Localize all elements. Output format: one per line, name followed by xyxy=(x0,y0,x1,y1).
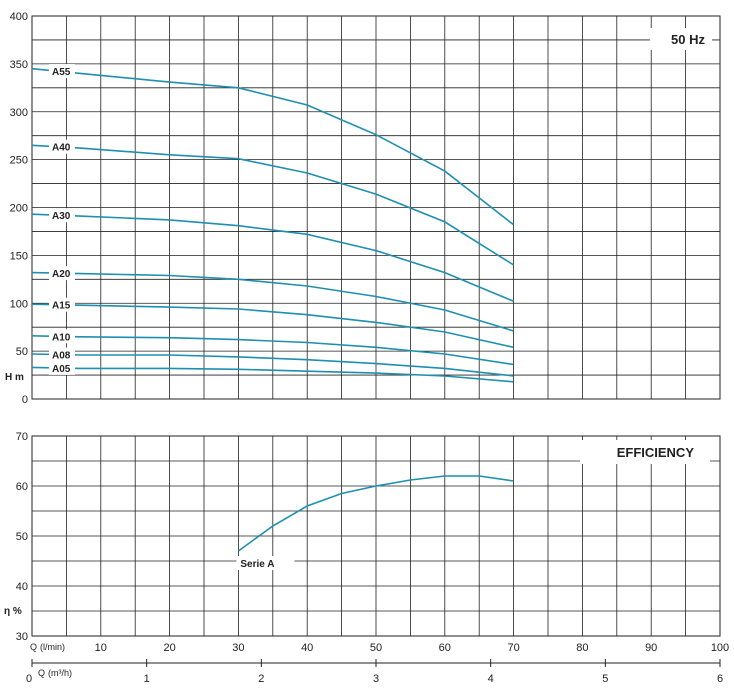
head-title: 50 Hz xyxy=(671,32,705,47)
x-axis-lpm-label: Q xyxy=(30,642,37,652)
series-label-bg xyxy=(49,297,75,312)
efficiency-y-tick-label: 30 xyxy=(16,631,28,643)
efficiency-chart: 30 40 50 60 70 Serie A EFFICIENCY η % xyxy=(2,431,721,643)
head-y-tick-label: 400 xyxy=(10,11,28,23)
efficiency-plot-frame xyxy=(31,435,721,637)
series-label-a05: A05 xyxy=(52,364,71,375)
head-chart: 0 50 100 150 200 250 300 350 400 A55 A40 A30 A20 A15… xyxy=(2,11,721,406)
efficiency-grid xyxy=(32,436,720,636)
x-axis-lpm-tick-label: 50 xyxy=(370,642,382,654)
x-axis-lpm-tick-label: 80 xyxy=(576,642,588,654)
x-axis-m3h-tick-labels: 1 2 3 4 5 6 xyxy=(144,673,723,685)
x-axis-lpm-tick-labels: 10 20 30 40 50 60 70 80 90 100 xyxy=(95,642,730,654)
efficiency-y-tick-label: 70 xyxy=(16,431,28,443)
head-y-tick-label: 100 xyxy=(10,298,28,310)
x-axis-m3h-tick-marks xyxy=(31,659,721,667)
head-y-tick-label: 250 xyxy=(10,155,28,167)
x-axis-lpm-tick-label: 100 xyxy=(711,642,729,654)
series-label-a30: A30 xyxy=(52,211,71,222)
efficiency-ylabel-bg xyxy=(2,600,30,618)
efficiency-y-tick-label: 50 xyxy=(16,531,28,543)
series-label-serie-a: Serie A xyxy=(240,559,274,570)
series-label-a20: A20 xyxy=(52,269,71,280)
efficiency-ylabel: η % xyxy=(4,606,22,617)
head-y-tick-label: 350 xyxy=(10,59,28,71)
series-label-bg xyxy=(49,347,75,362)
head-y-tick-label: 200 xyxy=(10,203,28,215)
head-curve-labels: A55 A40 A30 A20 A15 A10 A08 A05 xyxy=(49,64,75,375)
x-axis-lpm-tick-label: 30 xyxy=(232,642,244,654)
efficiency-title: EFFICIENCY xyxy=(617,445,695,460)
x-axis-m3h-tick-label: 5 xyxy=(602,673,608,685)
x-axis-lpm-tick-label: 40 xyxy=(301,642,313,654)
series-line-a08 xyxy=(31,353,514,377)
series-line-a55 xyxy=(31,67,515,226)
head-y-tick-label: 50 xyxy=(16,346,28,358)
head-y-tick-label: 300 xyxy=(10,107,28,119)
series-line-a05 xyxy=(31,366,514,383)
series-line-a15 xyxy=(31,303,514,349)
head-y-tick-labels: 0 50 100 150 200 250 300 350 400 xyxy=(10,11,28,406)
series-line-a30 xyxy=(31,213,514,303)
head-ylabel: H m xyxy=(5,372,24,383)
efficiency-y-tick-labels: 30 40 50 60 70 xyxy=(16,431,28,643)
x-axis-lpm-unit: (l/min) xyxy=(40,642,65,652)
x-axis-lpm-tick-label: 20 xyxy=(163,642,175,654)
series-label-bg xyxy=(49,266,75,281)
x-axis-lpm-tick-label: 70 xyxy=(507,642,519,654)
x-axis-m3h-tick-label: 6 xyxy=(717,673,723,685)
x-axes: Q (l/min) 10 20 30 40 50 60 70 80 90 100 0 Q (m³/… xyxy=(26,642,729,685)
series-label-bg xyxy=(236,556,295,570)
head-y-tick-label: 0 xyxy=(22,394,28,406)
x-axis-m3h-tick-label: 2 xyxy=(258,673,264,685)
efficiency-curve-labels: Serie A xyxy=(236,556,295,570)
series-label-bg xyxy=(49,208,75,223)
x-axis-m3h-unit: (m³/h) xyxy=(48,668,72,678)
series-line-a20 xyxy=(31,271,514,332)
series-label-a55: A55 xyxy=(52,67,71,78)
series-label-bg xyxy=(49,329,75,344)
head-y-tick-label: 150 xyxy=(10,250,28,262)
series-label-bg xyxy=(49,360,75,375)
x-axis-m3h-tick-label: 3 xyxy=(373,673,379,685)
x-axis-lpm-tick-label: 10 xyxy=(95,642,107,654)
head-curves xyxy=(31,67,515,383)
head-plot-frame xyxy=(31,15,721,400)
x-axis-m3h-label: Q xyxy=(38,668,45,678)
x-axis-lpm-tick-label: 90 xyxy=(645,642,657,654)
head-grid xyxy=(32,16,720,399)
series-line-a10 xyxy=(31,335,514,366)
series-label-bg xyxy=(49,64,75,79)
head-title-bg xyxy=(650,28,712,50)
x-axis-m3h-tick-label: 4 xyxy=(488,673,494,685)
x-axis-m3h-tick-label: 1 xyxy=(144,673,150,685)
series-label-a40: A40 xyxy=(52,143,71,154)
x-axis-m3h-zero: 0 xyxy=(26,673,32,685)
head-ylabel-bg xyxy=(2,369,30,384)
efficiency-title-bg xyxy=(580,440,710,464)
efficiency-y-tick-label: 40 xyxy=(16,581,28,593)
series-label-a08: A08 xyxy=(52,350,71,361)
efficiency-curves xyxy=(237,475,514,552)
series-line-serie-a xyxy=(237,475,514,552)
series-label-bg xyxy=(49,139,75,154)
series-label-a10: A10 xyxy=(52,332,71,343)
series-label-a15: A15 xyxy=(52,301,71,312)
efficiency-y-tick-label: 60 xyxy=(16,481,28,493)
series-line-a40 xyxy=(31,144,515,266)
x-axis-lpm-tick-label: 60 xyxy=(439,642,451,654)
